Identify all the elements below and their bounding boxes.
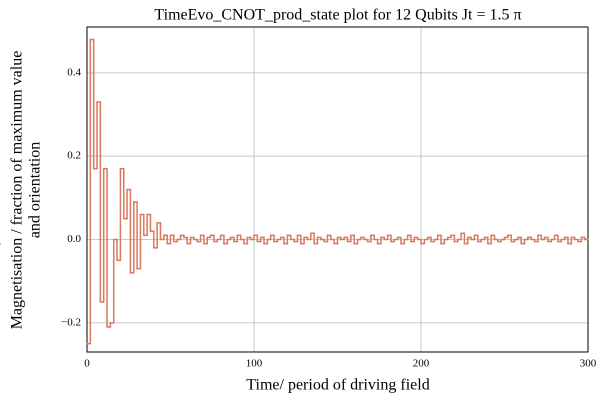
chart-title: TimeEvo_CNOT_prod_state plot for 12 Qubi… (154, 7, 521, 24)
plot-frame (86, 26, 589, 353)
y-tick-label: −0.2 (61, 316, 81, 328)
y-axis-label-line: and orientation (27, 142, 44, 238)
y-axis-label: Magnetisation / fraction of maximum valu… (9, 51, 44, 330)
x-tick-label: 100 (246, 358, 263, 370)
x-tick-label: 200 (413, 358, 430, 370)
y-tick-label: 0.0 (67, 233, 81, 245)
y-axis-label-line: Magnetisation / fraction of maximum valu… (9, 51, 26, 330)
step-riser (89, 39, 586, 344)
x-tick-label: 300 (580, 358, 597, 370)
x-tick-label: 0 (84, 358, 90, 370)
y-tick-label: 0.4 (67, 66, 81, 78)
x-axis-label: Time/ period of driving field (246, 377, 429, 394)
y-tick-label: 0.2 (67, 150, 81, 162)
